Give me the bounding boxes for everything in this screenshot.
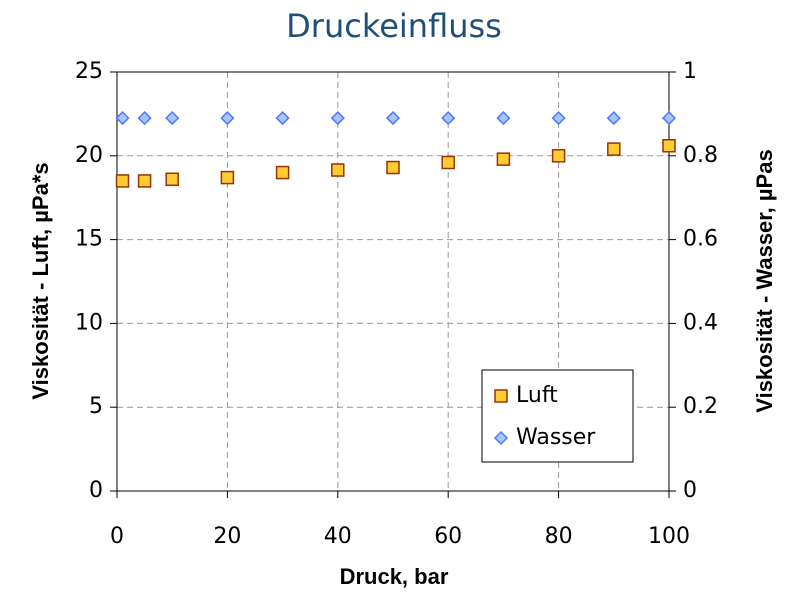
legend-box — [481, 369, 634, 463]
legend-marker — [494, 389, 508, 403]
y-tick-label: 10 — [75, 310, 103, 335]
point — [551, 149, 566, 163]
point — [165, 172, 179, 187]
point — [137, 111, 152, 126]
y-tick-label: 20 — [75, 143, 103, 168]
point — [607, 142, 621, 156]
point — [441, 155, 455, 170]
y-tick-label: 15 — [75, 227, 103, 252]
legend-marker — [493, 430, 509, 446]
point — [662, 138, 676, 153]
point — [331, 163, 345, 177]
y2-tick-label: 0 — [683, 478, 697, 503]
point — [606, 111, 621, 126]
x-tick-label: 80 — [545, 524, 573, 549]
point — [441, 111, 456, 126]
chart-title: Druckeinfluss — [286, 7, 502, 45]
point — [385, 111, 401, 126]
point — [115, 111, 130, 126]
point — [330, 111, 345, 126]
y-tick-label: 25 — [75, 59, 103, 84]
plot-frame — [116, 71, 670, 492]
point — [137, 174, 152, 188]
legend-label: Luft — [516, 383, 558, 408]
x-tick-label: 100 — [648, 524, 690, 549]
y-tick-label: 0 — [89, 478, 103, 503]
x-axis-title: Druck, bar — [340, 564, 449, 589]
y-axis-title: Viskosität - Luft, µPa*s — [28, 162, 53, 399]
point — [220, 111, 235, 126]
x-tick-label: 60 — [434, 524, 462, 549]
x-tick-label: 20 — [213, 524, 241, 549]
x-tick-label: 0 — [110, 524, 124, 549]
legend-label: Wasser — [516, 425, 596, 450]
point — [275, 111, 290, 126]
point — [275, 165, 290, 180]
point — [661, 111, 677, 126]
legend: Luft Wasser — [481, 369, 634, 463]
point — [115, 174, 130, 188]
point — [386, 160, 400, 175]
y2-axis-title: Viskosität - Wasser, µPas — [752, 149, 777, 412]
point — [220, 170, 235, 185]
point — [165, 111, 180, 126]
point — [496, 152, 511, 166]
y2-tick-label: 0.4 — [683, 310, 718, 335]
y2-tick-label: 0.8 — [683, 143, 718, 168]
point — [496, 111, 511, 126]
point — [551, 111, 566, 126]
x-tick-label: 40 — [324, 524, 352, 549]
y2-tick-label: 0.6 — [683, 227, 718, 252]
y2-tick-label: 0.2 — [683, 394, 718, 419]
y-tick-label: 5 — [89, 394, 103, 419]
y2-tick-label: 1 — [683, 59, 697, 84]
